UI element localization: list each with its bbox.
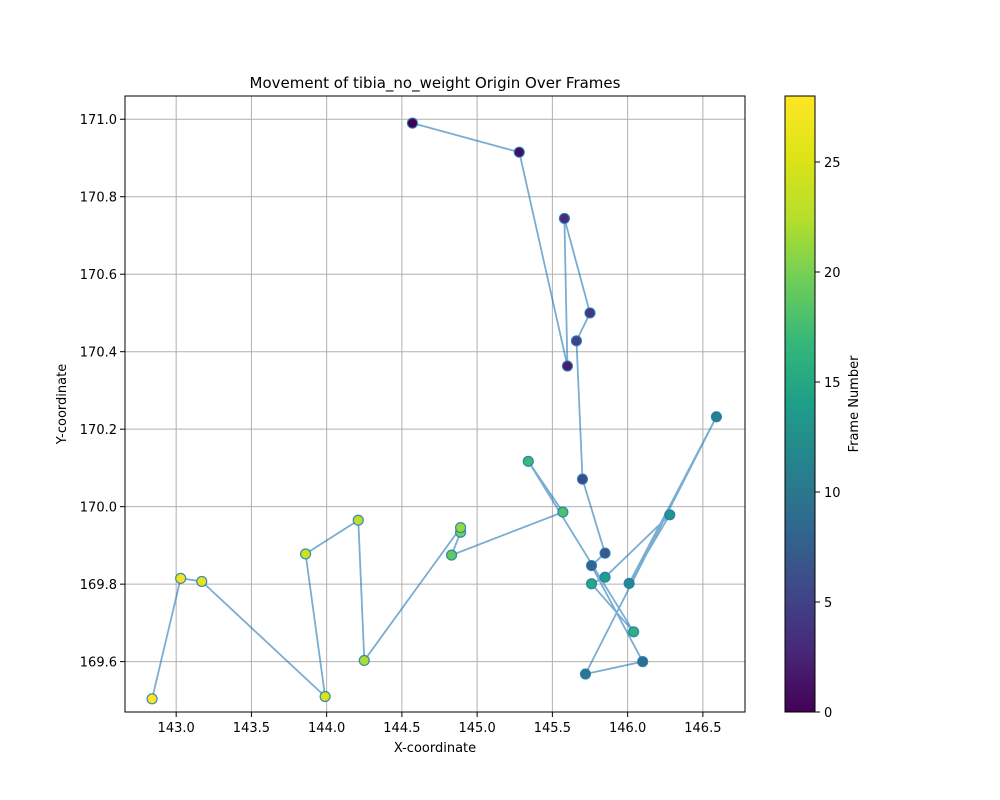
colorbar-tick-label: 0 [824, 706, 832, 721]
trajectory-line [151, 122, 718, 700]
y-tick-label: 169.6 [80, 656, 117, 671]
data-point [637, 656, 649, 668]
x-axis-ticks: 143.0 143.5 144.0 144.5 145.0 145.5 146.0 146.5 [158, 712, 721, 736]
data-point [319, 690, 331, 703]
colorbar-tick-label: 15 [824, 376, 841, 391]
data-point [628, 626, 640, 638]
x-tick-label: 146.0 [609, 721, 646, 736]
data-point [175, 572, 187, 584]
x-axis-label: X-coordinate [394, 741, 476, 756]
data-point [196, 575, 208, 588]
data-point [513, 146, 525, 158]
data-point [558, 212, 571, 225]
data-points [146, 117, 723, 705]
x-tick-label: 146.5 [684, 721, 721, 736]
colorbar-label: Frame Number [847, 355, 862, 453]
plot-frame [124, 95, 746, 713]
data-point [585, 559, 598, 572]
data-point [146, 693, 158, 705]
x-tick-label: 144.0 [308, 721, 345, 736]
data-point [599, 547, 611, 559]
colorbar-tick-label: 10 [824, 486, 841, 501]
data-point [710, 411, 723, 423]
y-tick-label: 170.8 [80, 191, 117, 206]
x-tick-label: 143.5 [233, 721, 270, 736]
data-point [358, 654, 370, 667]
x-tick-label: 144.5 [383, 721, 420, 736]
data-point [352, 514, 364, 526]
data-point [522, 455, 534, 467]
data-point [623, 577, 635, 589]
data-point [561, 360, 574, 372]
colorbar-tick-label: 25 [824, 156, 841, 171]
data-point [299, 548, 312, 560]
colorbar-tick-label: 5 [824, 596, 832, 611]
y-axis-ticks: 169.6 169.8 170.0 170.2 170.4 170.6 170.8 171.0 [80, 113, 125, 671]
data-point [576, 473, 589, 485]
y-tick-label: 170.6 [80, 268, 117, 283]
data-point [599, 571, 611, 583]
trajectory-polyline [151, 122, 718, 700]
y-axis-label: Y-coordinate [55, 364, 70, 445]
chart-title: Movement of tibia_no_weight Origin Over … [250, 74, 621, 93]
grid-lines [125, 96, 745, 712]
colorbar [784, 95, 816, 713]
y-tick-label: 170.4 [80, 346, 117, 361]
y-tick-label: 171.0 [80, 113, 117, 128]
colorbar-tick-label: 20 [824, 266, 841, 281]
data-point [584, 307, 596, 319]
y-tick-label: 170.2 [80, 423, 117, 438]
x-tick-label: 145.5 [534, 721, 571, 736]
data-point [570, 335, 583, 347]
data-point [585, 578, 598, 590]
data-point [664, 509, 676, 521]
x-tick-label: 143.0 [158, 721, 195, 736]
data-point [557, 506, 569, 518]
y-tick-label: 170.0 [80, 501, 117, 516]
data-point [445, 549, 458, 561]
data-point [454, 521, 467, 534]
data-point [579, 668, 592, 680]
y-tick-label: 169.8 [80, 578, 117, 593]
data-point [406, 117, 419, 129]
colorbar-ticks: 0 5 10 15 20 25 [815, 156, 841, 721]
x-tick-label: 145.0 [459, 721, 496, 736]
